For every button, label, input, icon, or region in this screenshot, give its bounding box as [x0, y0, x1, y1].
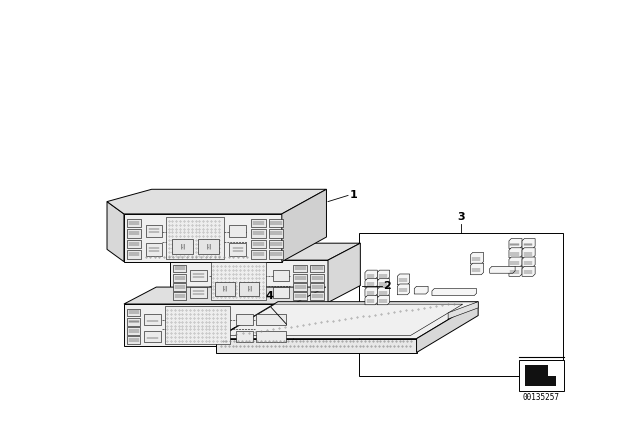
Bar — [359, 233, 563, 375]
Bar — [236, 314, 253, 325]
Bar — [145, 243, 163, 255]
Polygon shape — [107, 202, 124, 262]
Polygon shape — [417, 302, 478, 353]
Bar — [239, 282, 259, 296]
Bar — [127, 318, 140, 326]
Bar — [215, 282, 235, 296]
Bar — [310, 265, 324, 272]
Polygon shape — [378, 270, 390, 280]
Bar — [144, 314, 161, 325]
Bar — [127, 219, 141, 228]
Bar — [273, 287, 289, 298]
Bar — [166, 217, 224, 258]
Bar — [293, 293, 307, 300]
Bar — [251, 219, 266, 228]
Bar — [310, 274, 324, 282]
Polygon shape — [414, 286, 428, 294]
Polygon shape — [522, 238, 535, 249]
Bar — [257, 314, 285, 325]
Bar — [293, 274, 307, 282]
Bar — [310, 283, 324, 291]
Text: |.|: |.| — [222, 286, 227, 291]
Bar — [269, 229, 284, 238]
Polygon shape — [397, 284, 410, 295]
Text: |.|: |.| — [206, 244, 211, 249]
Polygon shape — [216, 339, 417, 353]
Bar — [293, 265, 307, 272]
Bar — [164, 306, 230, 344]
Bar — [310, 293, 324, 300]
Polygon shape — [470, 252, 484, 264]
Bar — [269, 250, 284, 258]
Polygon shape — [328, 243, 360, 302]
Polygon shape — [216, 302, 478, 339]
Polygon shape — [378, 287, 390, 296]
Polygon shape — [170, 260, 328, 302]
Bar — [127, 240, 141, 248]
Bar — [251, 250, 266, 258]
Bar — [145, 225, 163, 237]
Bar — [230, 243, 246, 255]
Polygon shape — [282, 189, 326, 262]
Polygon shape — [432, 289, 477, 296]
Bar — [127, 327, 140, 335]
Text: 4: 4 — [266, 291, 273, 301]
Polygon shape — [522, 248, 535, 258]
Bar — [211, 263, 266, 300]
Bar — [173, 293, 186, 300]
Bar — [273, 270, 289, 281]
Bar — [127, 250, 141, 258]
Polygon shape — [509, 266, 522, 276]
Bar — [127, 229, 141, 238]
Bar — [257, 331, 285, 342]
Text: 3: 3 — [457, 211, 465, 222]
Bar — [198, 238, 220, 254]
Bar — [190, 287, 207, 298]
Polygon shape — [365, 296, 378, 305]
Bar — [251, 229, 266, 238]
Polygon shape — [378, 296, 390, 305]
Polygon shape — [124, 304, 293, 346]
Bar — [127, 336, 140, 344]
Polygon shape — [365, 279, 378, 288]
Polygon shape — [448, 302, 478, 319]
Polygon shape — [107, 189, 326, 214]
Polygon shape — [509, 238, 522, 249]
Polygon shape — [470, 263, 484, 275]
Bar — [173, 265, 186, 272]
Bar — [144, 331, 161, 342]
Text: |.|: |.| — [247, 286, 252, 291]
Polygon shape — [522, 257, 535, 267]
Bar — [173, 274, 186, 282]
Bar — [230, 225, 246, 237]
Bar — [127, 309, 140, 316]
Bar — [172, 238, 193, 254]
Polygon shape — [509, 248, 522, 258]
Bar — [251, 240, 266, 248]
Polygon shape — [397, 274, 410, 285]
Bar — [519, 360, 564, 391]
Text: 1: 1 — [349, 190, 357, 200]
Polygon shape — [124, 287, 326, 304]
Polygon shape — [490, 266, 515, 273]
Bar — [293, 283, 307, 291]
Polygon shape — [509, 257, 522, 267]
Text: 00135257: 00135257 — [523, 393, 560, 402]
Polygon shape — [525, 365, 556, 386]
Polygon shape — [378, 279, 390, 288]
Polygon shape — [124, 214, 282, 262]
Polygon shape — [522, 266, 535, 276]
Polygon shape — [365, 287, 378, 296]
Bar — [269, 240, 284, 248]
Polygon shape — [365, 270, 378, 280]
Text: 2: 2 — [383, 280, 391, 291]
Bar — [236, 331, 253, 342]
Bar — [173, 283, 186, 291]
Text: |.|: |.| — [180, 244, 185, 249]
Polygon shape — [170, 243, 360, 260]
Bar — [269, 219, 284, 228]
Bar — [190, 270, 207, 281]
